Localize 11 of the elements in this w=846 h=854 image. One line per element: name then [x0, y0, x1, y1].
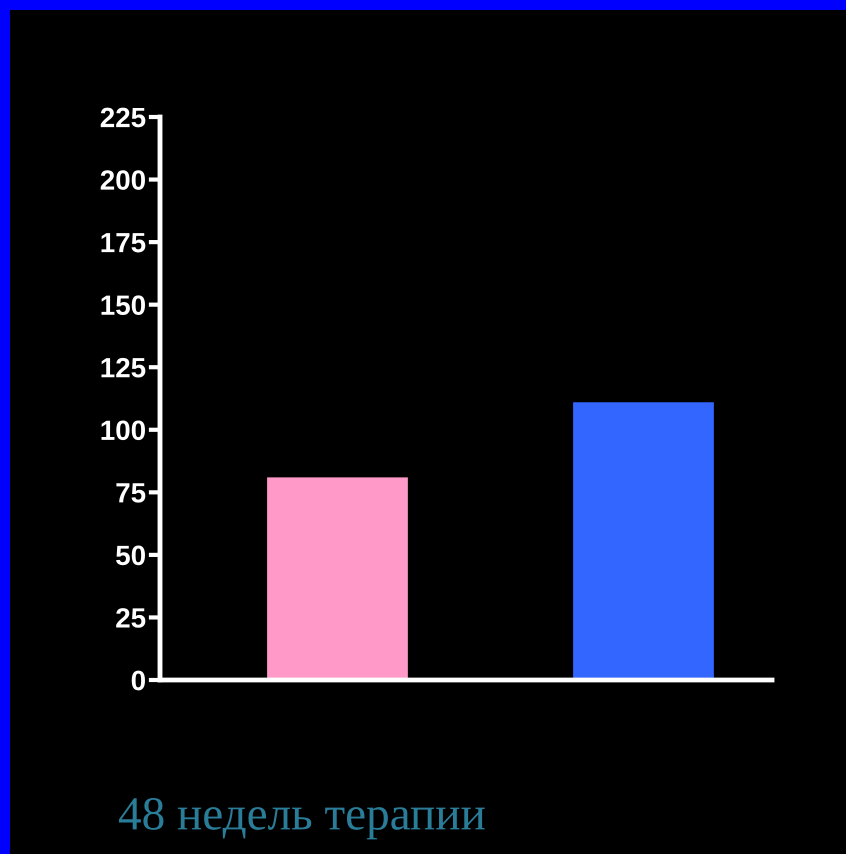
y-tick-label: 25 [116, 608, 146, 628]
y-tick-label: 0 [132, 670, 145, 690]
y-tick-label: 75 [116, 483, 146, 503]
y-tick-label: 200 [100, 170, 145, 190]
y-tick-label: 125 [102, 358, 146, 378]
y-tick-label: 100 [102, 420, 145, 440]
y-tick-label: 150 [102, 295, 145, 316]
y-tick-label: 50 [116, 546, 145, 566]
y-tick-label: 175 [102, 233, 146, 252]
text: 48 недель терапии [118, 798, 485, 840]
y-tick-label: 225 [100, 108, 146, 128]
